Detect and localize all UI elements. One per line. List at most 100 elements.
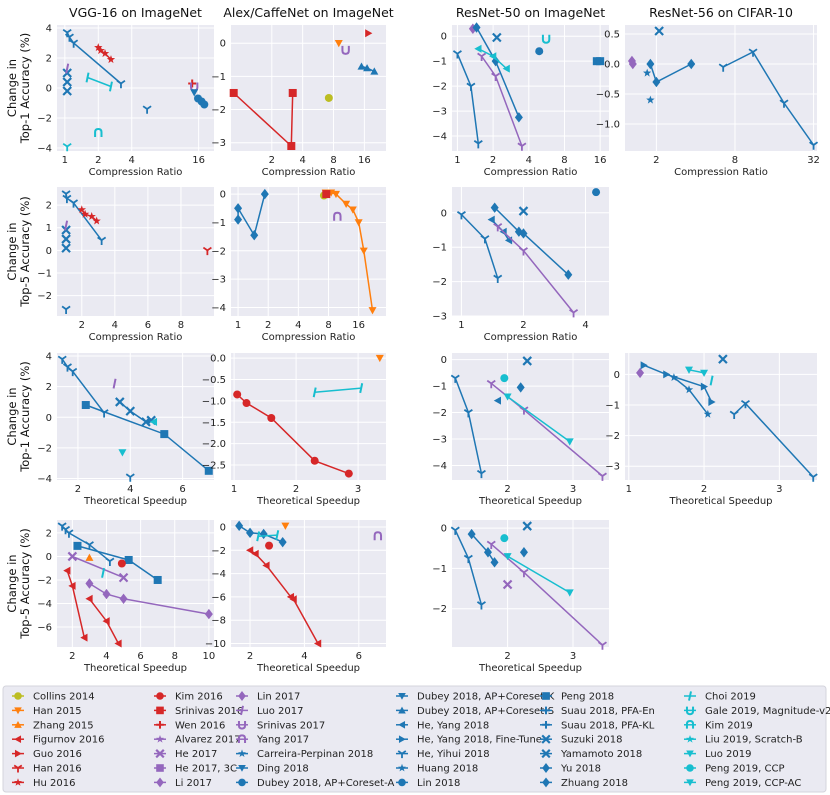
data-point xyxy=(204,608,213,620)
x-tick-label: 2 xyxy=(69,651,75,662)
legend-entry: Han 2015 xyxy=(12,706,82,717)
data-point xyxy=(14,735,22,743)
data-point xyxy=(452,50,462,59)
row-y-axis-label-line: Change in xyxy=(5,554,19,612)
x-axis-label: Compression Ratio xyxy=(89,332,183,343)
y-tick-label: 0.0 xyxy=(210,354,226,365)
y-tick-label: 2 xyxy=(46,201,52,212)
data-point xyxy=(62,363,72,372)
series-line xyxy=(89,582,210,615)
y-tick-label: −1 xyxy=(37,269,52,280)
data-point xyxy=(62,86,72,96)
legend-entry: Kim 2016 xyxy=(154,692,223,703)
y-tick-label: 0 xyxy=(46,246,52,257)
series-line xyxy=(643,364,713,403)
data-point xyxy=(700,382,709,391)
x-tick-label: 2 xyxy=(520,320,526,331)
x-tick-label: 4 xyxy=(301,651,307,662)
data-point xyxy=(480,235,490,244)
y-tick-label: 0 xyxy=(46,84,52,95)
data-point xyxy=(703,409,712,418)
x-tick-label: 4 xyxy=(129,155,135,166)
row-y-axis-label-line: Top-1 Accuracy (%) xyxy=(18,33,32,145)
panel-r56_top1_sp: 1 2 3 −3 −2 −1 0 Theoretical Speedup xyxy=(605,353,818,507)
legend-entry: Zhuang 2018 xyxy=(540,777,628,789)
y-tick-label: −0.5 xyxy=(202,375,226,386)
y-tick-label: −6 xyxy=(37,623,52,634)
legend-label: He, Yang 2018 xyxy=(417,720,489,731)
data-point xyxy=(685,366,693,374)
legend-entry: Srinivas 2017 xyxy=(236,720,325,731)
legend-label: Srinivas 2016 xyxy=(175,706,243,717)
data-layer xyxy=(452,22,605,151)
y-tick-label: −1 xyxy=(432,382,447,393)
x-tick-label: 2 xyxy=(247,651,253,662)
data-point xyxy=(597,472,607,481)
legend-label: He, Yang 2018, Fine-Tune xyxy=(417,735,542,746)
data-point xyxy=(160,430,169,439)
series-line xyxy=(237,193,266,238)
data-point xyxy=(275,530,280,541)
y-tick-label: −2 xyxy=(432,82,447,93)
data-point xyxy=(686,764,694,772)
legend-label: Zhang 2015 xyxy=(33,720,94,731)
x-tick-label: 6 xyxy=(356,651,362,662)
data-point xyxy=(115,397,125,407)
y-tick-label: 0 xyxy=(441,355,447,366)
data-point xyxy=(96,46,105,55)
x-tick-label: 8 xyxy=(178,320,184,331)
data-point xyxy=(85,72,90,83)
x-tick-label: 3 xyxy=(355,484,361,495)
plot-area xyxy=(452,187,609,316)
data-point xyxy=(729,410,739,420)
data-point xyxy=(476,601,486,610)
data-point xyxy=(267,413,276,422)
data-point xyxy=(522,521,533,531)
legend-entry: Choi 2019 xyxy=(684,691,756,703)
data-layer xyxy=(229,29,379,151)
data-point xyxy=(105,557,115,566)
data-point xyxy=(61,234,71,244)
data-point xyxy=(370,67,379,75)
legend-label: Hu 2016 xyxy=(33,778,76,789)
y-tick-label: −2 xyxy=(605,431,620,442)
data-point xyxy=(502,579,513,590)
data-point xyxy=(237,734,247,743)
legend-entry: He 2017 xyxy=(154,749,217,760)
x-tick-label: 2 xyxy=(265,320,271,331)
data-point xyxy=(492,32,502,43)
data-point xyxy=(14,707,22,715)
x-tick-label: 6 xyxy=(179,484,185,495)
x-tick-label: 8 xyxy=(561,155,567,166)
y-tick-label: −2 xyxy=(432,277,447,288)
data-point xyxy=(542,777,550,788)
row-y-axis-label: Change inTop-5 Accuracy (%) xyxy=(5,528,32,640)
y-tick-label: −0.5 xyxy=(596,90,620,101)
data-point xyxy=(398,763,406,772)
data-layer xyxy=(450,356,607,481)
series-line xyxy=(238,525,283,543)
data-point xyxy=(474,44,482,53)
legend-label: Suau 2018, PFA-En xyxy=(561,706,655,717)
data-point xyxy=(68,367,78,377)
y-tick-label: −1.5 xyxy=(202,418,226,429)
legend-label: Dubey 2018, AP+Coreset-S xyxy=(417,706,554,717)
data-point xyxy=(663,370,671,379)
legend-label: Suau 2018, PFA-KL xyxy=(561,720,655,731)
legend-label: Ding 2018 xyxy=(257,764,309,775)
legend-entry: Srinivas 2016 xyxy=(154,706,243,717)
data-point xyxy=(373,531,383,541)
x-tick-label: 2 xyxy=(504,651,510,662)
y-tick-label: −8 xyxy=(211,616,226,627)
x-tick-label: 16 xyxy=(352,320,365,331)
x-tick-label: 1 xyxy=(626,484,632,495)
data-point xyxy=(354,219,363,227)
x-tick-label: 2 xyxy=(293,484,299,495)
data-layer xyxy=(57,522,213,648)
x-tick-label: 1 xyxy=(231,484,237,495)
x-axis-label: Compression Ratio xyxy=(89,167,183,178)
data-point xyxy=(700,369,709,377)
y-tick-label: −2 xyxy=(211,246,226,257)
data-point xyxy=(62,194,72,204)
y-tick-label: −4 xyxy=(37,474,52,485)
